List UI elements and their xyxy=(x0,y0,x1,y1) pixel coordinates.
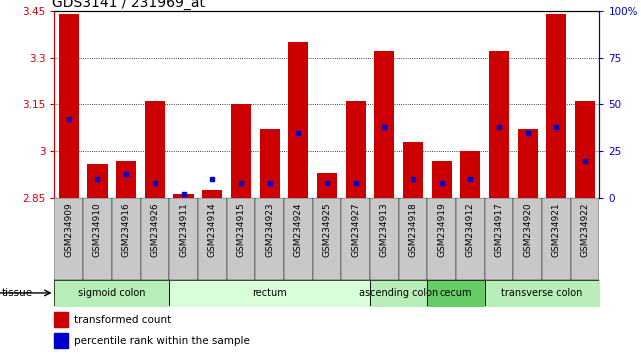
Bar xyxy=(399,198,428,280)
Bar xyxy=(87,164,108,198)
Text: GSM234913: GSM234913 xyxy=(379,202,388,257)
Text: transverse colon: transverse colon xyxy=(501,288,583,298)
Bar xyxy=(546,14,567,198)
Bar xyxy=(54,198,83,280)
Text: GSM234914: GSM234914 xyxy=(208,202,217,257)
Text: GSM234916: GSM234916 xyxy=(122,202,131,257)
Text: ascending colon: ascending colon xyxy=(359,288,438,298)
Bar xyxy=(370,198,399,280)
Text: GDS3141 / 231969_at: GDS3141 / 231969_at xyxy=(52,0,204,10)
Text: transformed count: transformed count xyxy=(74,315,171,325)
Bar xyxy=(518,130,538,198)
Bar xyxy=(485,198,513,280)
Bar xyxy=(403,142,423,198)
Bar xyxy=(54,312,68,327)
Bar xyxy=(317,173,337,198)
Text: GSM234920: GSM234920 xyxy=(523,202,532,257)
Text: GSM234910: GSM234910 xyxy=(93,202,102,257)
Bar xyxy=(54,333,68,348)
Bar xyxy=(226,198,255,280)
Bar xyxy=(202,190,222,198)
Bar xyxy=(112,198,140,280)
Bar xyxy=(140,198,169,280)
Bar xyxy=(345,101,365,198)
Text: tissue: tissue xyxy=(1,288,33,298)
Bar xyxy=(231,104,251,198)
Bar xyxy=(428,198,456,280)
Bar xyxy=(460,152,480,198)
Bar xyxy=(570,198,599,280)
Text: GSM234923: GSM234923 xyxy=(265,202,274,257)
Text: GSM234915: GSM234915 xyxy=(237,202,246,257)
Text: GSM234909: GSM234909 xyxy=(64,202,73,257)
Bar xyxy=(513,198,542,280)
Bar xyxy=(288,42,308,198)
Bar xyxy=(313,198,341,280)
Bar xyxy=(255,198,284,280)
Bar xyxy=(341,198,370,280)
Text: GSM234911: GSM234911 xyxy=(179,202,188,257)
Text: GSM234926: GSM234926 xyxy=(151,202,160,257)
Bar xyxy=(169,198,198,280)
Text: GSM234921: GSM234921 xyxy=(552,202,561,257)
Text: GSM234912: GSM234912 xyxy=(466,202,475,257)
Text: GSM234927: GSM234927 xyxy=(351,202,360,257)
Text: GSM234919: GSM234919 xyxy=(437,202,446,257)
Text: GSM234922: GSM234922 xyxy=(581,202,590,257)
Bar xyxy=(59,14,79,198)
Bar xyxy=(456,198,485,280)
Text: GSM234917: GSM234917 xyxy=(494,202,503,257)
Text: percentile rank within the sample: percentile rank within the sample xyxy=(74,336,249,346)
Text: GSM234918: GSM234918 xyxy=(408,202,417,257)
Bar xyxy=(431,161,452,198)
Text: GSM234924: GSM234924 xyxy=(294,202,303,257)
Bar xyxy=(542,198,570,280)
Bar xyxy=(145,101,165,198)
Bar xyxy=(198,198,226,280)
Bar xyxy=(489,51,509,198)
Bar xyxy=(575,101,595,198)
Text: sigmoid colon: sigmoid colon xyxy=(78,288,146,298)
Bar xyxy=(374,51,394,198)
Bar xyxy=(260,130,279,198)
Bar xyxy=(284,198,313,280)
Text: cecum: cecum xyxy=(440,288,472,298)
Text: rectum: rectum xyxy=(252,288,287,298)
Bar xyxy=(83,198,112,280)
Bar xyxy=(174,194,194,198)
Bar xyxy=(116,161,137,198)
Text: GSM234925: GSM234925 xyxy=(322,202,331,257)
